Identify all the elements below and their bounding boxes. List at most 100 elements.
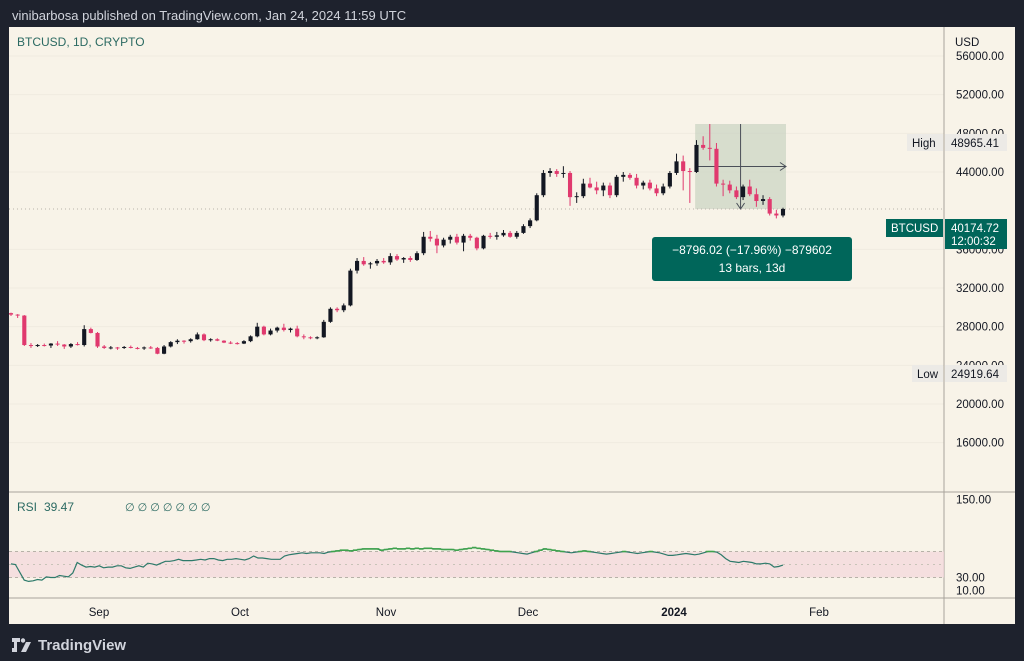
candle-body — [701, 144, 706, 148]
price-tick-label: 20000.00 — [956, 399, 1004, 411]
candle-body — [201, 334, 207, 341]
symbol-legend[interactable]: BTCUSD, 1D, CRYPTO — [17, 35, 145, 49]
candle-body — [734, 190, 739, 198]
candle-body — [461, 235, 466, 243]
candle-body — [587, 183, 593, 188]
high-value: 48965.41 — [951, 138, 999, 150]
candle-body — [574, 196, 579, 198]
chart-frame: 56000.0052000.0048000.0044000.0036000.00… — [8, 27, 1015, 624]
candle-body — [694, 144, 699, 172]
candle-body — [142, 347, 147, 349]
measure-right-arrowhead — [779, 162, 787, 171]
candle-body — [62, 344, 67, 347]
candle-body — [388, 256, 393, 263]
candle-body — [135, 347, 140, 349]
candle-body — [641, 182, 646, 186]
candle-body — [268, 330, 273, 335]
rsi-overbought-highlight — [330, 546, 715, 553]
time-tick-label: Dec — [518, 607, 539, 619]
candle-body — [128, 346, 133, 348]
candle-body — [514, 232, 519, 237]
candle-body — [614, 176, 619, 196]
candle-body — [241, 341, 246, 344]
candle-body — [175, 340, 180, 343]
candle-body — [368, 263, 373, 265]
candle-body — [295, 328, 300, 337]
currency-label[interactable]: USD — [955, 37, 979, 49]
measure-tooltip-bg — [652, 237, 852, 281]
measure-down-arrowhead — [736, 202, 745, 210]
rsi-layer — [10, 546, 784, 583]
symbol-tag-bg — [886, 219, 943, 237]
price-tick-label: 44000.00 — [956, 167, 1004, 179]
candle-body — [747, 186, 752, 195]
candle-body — [42, 345, 47, 347]
footer: TradingView — [12, 634, 126, 656]
price-tick-label: 56000.00 — [956, 51, 1004, 63]
price-tick-label: 28000.00 — [956, 322, 1004, 334]
candle-body — [554, 171, 559, 174]
candle-body — [780, 208, 786, 216]
candle-body — [321, 321, 326, 338]
candle-body — [328, 308, 333, 322]
candle-body — [228, 342, 233, 344]
rsi-settings-icons[interactable]: ∅ ∅ ∅ ∅ ∅ ∅ ∅ — [125, 502, 210, 514]
candle-body — [102, 346, 107, 348]
candle-body — [48, 343, 53, 346]
candle-body — [727, 184, 732, 191]
candle-body — [208, 339, 213, 341]
candle-body — [548, 171, 553, 173]
candle-body — [401, 258, 406, 260]
candle-body — [541, 172, 546, 196]
candle-body — [647, 182, 652, 189]
candle-body — [68, 344, 73, 347]
candle-body — [561, 172, 566, 174]
candle-body — [721, 183, 726, 185]
candle-body — [454, 236, 459, 243]
candle-body — [481, 235, 486, 249]
time-tick-label: Nov — [376, 607, 397, 619]
rsi-tick-label: 150.00 — [956, 495, 991, 507]
measure-tooltip-line2: 13 bars, 13d — [719, 261, 786, 275]
candle-body — [168, 342, 173, 347]
candle-body — [361, 260, 366, 265]
candles-layer — [8, 124, 786, 355]
candle-body — [8, 313, 14, 315]
candle-body — [741, 186, 746, 198]
tradingview-logo-icon — [12, 638, 31, 652]
low-tag-label: Low — [917, 369, 939, 381]
candle-body — [288, 328, 293, 331]
candle-body — [348, 270, 353, 306]
candle-body — [767, 199, 772, 214]
price-axis[interactable]: 56000.0052000.0048000.0044000.0036000.00… — [956, 51, 1004, 450]
candle-body — [22, 315, 27, 346]
candle-body — [394, 256, 400, 260]
candle-body — [414, 253, 420, 260]
candle-body — [441, 239, 446, 246]
price-tick-label: 16000.00 — [956, 438, 1004, 450]
candle-body — [534, 195, 539, 221]
candle-body — [15, 314, 20, 316]
candle-body — [567, 172, 573, 198]
candle-body — [428, 236, 433, 239]
measure-tool[interactable] — [695, 124, 787, 210]
price-tick-label: 36000.00 — [956, 244, 1004, 256]
candle-body — [215, 339, 220, 341]
time-tick-label: 2024 — [661, 607, 687, 619]
candle-body — [82, 329, 87, 346]
candle-body — [162, 346, 167, 354]
candle-body — [115, 347, 120, 349]
candle-body — [261, 326, 266, 335]
candle-body — [35, 345, 40, 347]
candle-body — [581, 183, 586, 197]
chart-svg[interactable]: 56000.0052000.0048000.0044000.0036000.00… — [8, 27, 1015, 624]
high-tag-label: High — [912, 138, 936, 150]
time-axis[interactable]: Sep Oct Nov Dec 2024 Feb — [89, 607, 829, 619]
candle-body — [235, 343, 240, 345]
candle-body — [707, 147, 712, 149]
candle-body — [181, 340, 187, 342]
rsi-legend-title[interactable]: RSI — [17, 500, 37, 514]
candle-body — [488, 235, 493, 237]
candle-body — [195, 334, 200, 340]
